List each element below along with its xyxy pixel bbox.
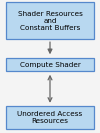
- Text: Unordered Access
Resources: Unordered Access Resources: [17, 111, 83, 124]
- Text: Shader Resources
and
Constant Buffers: Shader Resources and Constant Buffers: [18, 11, 82, 31]
- FancyBboxPatch shape: [6, 106, 94, 129]
- FancyBboxPatch shape: [6, 57, 94, 72]
- FancyBboxPatch shape: [6, 2, 94, 39]
- Text: Compute Shader: Compute Shader: [20, 61, 80, 68]
